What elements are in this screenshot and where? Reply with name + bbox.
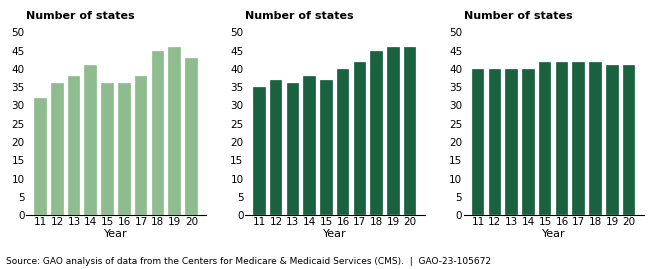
Bar — [573, 62, 585, 215]
Bar — [68, 76, 81, 215]
Bar — [522, 69, 535, 215]
X-axis label: Year: Year — [541, 229, 566, 239]
Bar — [51, 83, 64, 215]
Bar — [118, 83, 131, 215]
Bar — [320, 80, 333, 215]
Bar — [623, 65, 635, 215]
Bar — [304, 76, 316, 215]
Bar — [337, 69, 350, 215]
Bar — [404, 47, 417, 215]
Bar — [185, 58, 198, 215]
X-axis label: Year: Year — [104, 229, 128, 239]
Bar — [151, 51, 164, 215]
Bar — [101, 83, 114, 215]
Bar — [489, 69, 501, 215]
Bar — [253, 87, 266, 215]
Bar — [506, 69, 518, 215]
Bar — [84, 65, 97, 215]
Bar — [606, 65, 619, 215]
X-axis label: Year: Year — [323, 229, 346, 239]
Bar — [287, 83, 299, 215]
Bar — [34, 98, 47, 215]
Bar — [387, 47, 400, 215]
Text: Number of states: Number of states — [26, 11, 135, 21]
Bar — [539, 62, 551, 215]
Bar — [589, 62, 602, 215]
Bar — [556, 62, 568, 215]
Text: Number of states: Number of states — [463, 11, 572, 21]
Text: Source: GAO analysis of data from the Centers for Medicare & Medicaid Services (: Source: GAO analysis of data from the Ce… — [6, 257, 491, 266]
Bar — [270, 80, 282, 215]
Text: Number of states: Number of states — [245, 11, 354, 21]
Bar — [370, 51, 383, 215]
Bar — [135, 76, 148, 215]
Bar — [472, 69, 484, 215]
Bar — [354, 62, 366, 215]
Bar — [168, 47, 181, 215]
